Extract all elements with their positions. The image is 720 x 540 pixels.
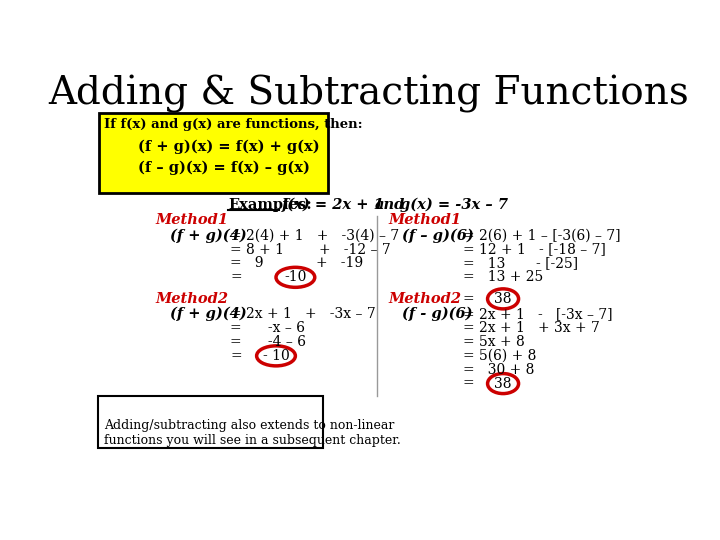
- Text: f(x) = 2x + 1: f(x) = 2x + 1: [282, 198, 384, 212]
- Text: 38: 38: [495, 292, 512, 306]
- Text: functions you will see in a subsequent chapter.: functions you will see in a subsequent c…: [104, 434, 401, 447]
- Text: (f + g)(4): (f + g)(4): [170, 228, 246, 243]
- FancyBboxPatch shape: [99, 112, 328, 193]
- Text: (f + g)(4): (f + g)(4): [170, 307, 246, 321]
- Text: =      -4 – 6: = -4 – 6: [230, 335, 306, 349]
- Text: = 2(4) + 1   +   -3(4) – 7: = 2(4) + 1 + -3(4) – 7: [230, 229, 400, 243]
- Text: =   30 + 8: = 30 + 8: [463, 363, 534, 377]
- Text: - 10: - 10: [263, 349, 289, 363]
- Text: = 12 + 1   - [-18 – 7]: = 12 + 1 - [-18 – 7]: [463, 242, 606, 256]
- Ellipse shape: [276, 267, 315, 287]
- Text: = 2(6) + 1 – [-3(6) – 7]: = 2(6) + 1 – [-3(6) – 7]: [463, 229, 621, 243]
- Text: Adding/subtracting also extends to non-linear: Adding/subtracting also extends to non-l…: [104, 418, 395, 431]
- Text: = 2x + 1   + 3x + 7: = 2x + 1 + 3x + 7: [463, 321, 600, 335]
- Text: =: =: [463, 376, 474, 390]
- Text: = 2x + 1   -   [-3x – 7]: = 2x + 1 - [-3x – 7]: [463, 307, 613, 321]
- Text: Method1: Method1: [388, 213, 462, 227]
- FancyBboxPatch shape: [98, 396, 323, 448]
- Text: Method1: Method1: [156, 213, 229, 227]
- Text: g(x) = -3x – 7: g(x) = -3x – 7: [400, 198, 508, 212]
- Ellipse shape: [256, 346, 295, 366]
- Text: =   13 + 25: = 13 + 25: [463, 271, 543, 285]
- Text: Method2: Method2: [156, 292, 229, 306]
- Text: =: =: [463, 292, 474, 306]
- Text: Examples:: Examples:: [228, 198, 312, 212]
- Ellipse shape: [487, 374, 518, 394]
- Ellipse shape: [487, 289, 518, 309]
- Text: Method2: Method2: [388, 292, 462, 306]
- Text: (f - g)(6): (f - g)(6): [402, 307, 473, 321]
- Text: 38: 38: [495, 376, 512, 390]
- Text: =: =: [230, 349, 242, 363]
- Text: =   9            +   -19: = 9 + -19: [230, 256, 364, 271]
- Text: (f – g)(6): (f – g)(6): [402, 228, 474, 243]
- Text: (f + g)(x) = f(x) + g(x): (f + g)(x) = f(x) + g(x): [138, 139, 320, 153]
- Text: -10: -10: [284, 271, 307, 285]
- Text: If f(x) and g(x) are functions, then:: If f(x) and g(x) are functions, then:: [104, 118, 363, 131]
- Text: (f – g)(x) = f(x) – g(x): (f – g)(x) = f(x) – g(x): [138, 161, 310, 175]
- Text: =      -x – 6: = -x – 6: [230, 321, 305, 335]
- Text: =   13       - [-25]: = 13 - [-25]: [463, 256, 578, 271]
- Text: = 5x + 8: = 5x + 8: [463, 335, 525, 349]
- Text: = 2x + 1   +   -3x – 7: = 2x + 1 + -3x – 7: [230, 307, 376, 321]
- Text: =: =: [230, 271, 242, 285]
- Text: = 5(6) + 8: = 5(6) + 8: [463, 349, 536, 363]
- Text: = 8 + 1        +   -12 – 7: = 8 + 1 + -12 – 7: [230, 242, 391, 256]
- Text: Adding & Subtracting Functions: Adding & Subtracting Functions: [49, 75, 689, 113]
- Text: and: and: [375, 198, 405, 212]
